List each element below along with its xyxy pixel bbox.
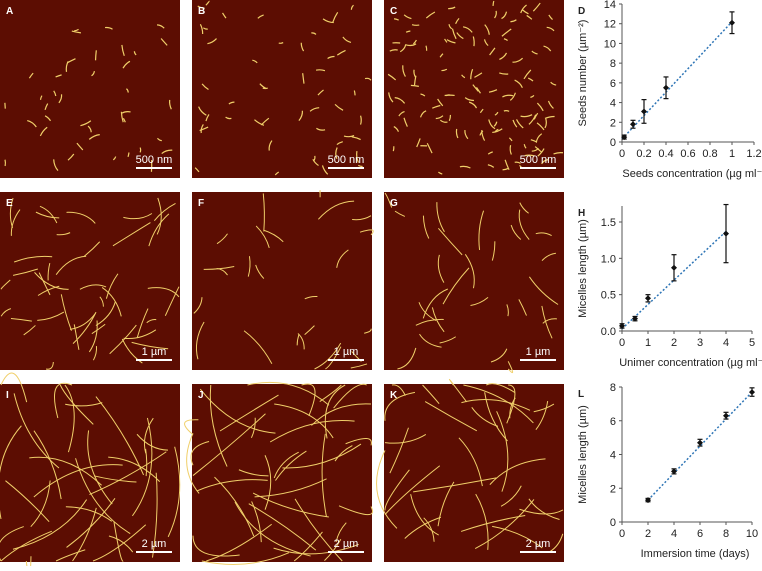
x-tick-label: 0	[619, 148, 625, 160]
y-tick-label: 6	[610, 416, 616, 428]
y-tick-label: 1.5	[601, 217, 616, 229]
point	[723, 231, 729, 237]
point	[749, 389, 755, 395]
y-tick-label: 0.0	[601, 326, 616, 338]
scale-bar-label: 500 nm	[328, 154, 365, 166]
scale-bar-label: 500 nm	[136, 154, 173, 166]
x-tick-label: 0	[619, 528, 625, 540]
scale-bar-label: 2 µm	[142, 538, 167, 550]
y-axis-label: Seeds number (µm⁻²)	[577, 20, 589, 127]
x-tick-label: 5	[749, 337, 755, 349]
afm-image: F 1 µm	[192, 190, 373, 370]
y-tick-label: 10	[604, 38, 616, 50]
x-tick-label: 4	[671, 528, 677, 540]
point	[663, 85, 669, 91]
x-tick-label: 1	[729, 148, 735, 160]
y-tick-label: 0	[610, 137, 616, 149]
scale-bar-label: 500 nm	[520, 154, 557, 166]
panel-label: K	[390, 390, 398, 401]
image-background	[384, 0, 564, 178]
y-tick-label: 2	[610, 117, 616, 129]
image-background	[0, 0, 180, 178]
x-tick-label: 0.8	[702, 148, 717, 160]
x-tick-label: 0.6	[680, 148, 695, 160]
image-background	[192, 0, 372, 178]
x-axis-label: Seeds concentration (µg ml⁻¹)	[622, 168, 762, 180]
chart-label: L	[578, 389, 584, 400]
chart-label: H	[578, 208, 585, 219]
y-tick-label: 12	[604, 19, 616, 31]
panel-label: F	[198, 198, 204, 209]
x-tick-label: 2	[645, 528, 651, 540]
point	[723, 413, 729, 419]
image-background	[192, 384, 372, 562]
panel-label: A	[6, 6, 13, 17]
afm-image: B 500 nm	[192, 0, 372, 178]
y-tick-label: 0.5	[601, 290, 616, 302]
y-tick-label: 0	[610, 517, 616, 529]
x-tick-label: 0	[619, 337, 625, 349]
y-tick-label: 4	[610, 98, 616, 110]
scale-bar-label: 2 µm	[526, 538, 551, 550]
x-tick-label: 10	[746, 528, 758, 540]
x-tick-label: 1.2	[746, 148, 761, 160]
image-background	[192, 192, 372, 370]
y-tick-label: 1.0	[601, 253, 616, 265]
y-tick-label: 2	[610, 483, 616, 495]
image-background	[0, 384, 180, 562]
y-tick-label: 8	[610, 382, 616, 394]
fiber	[96, 50, 97, 60]
x-tick-label: 3	[697, 337, 703, 349]
x-tick-label: 4	[723, 337, 729, 349]
afm-image: J 2 µm	[185, 382, 373, 564]
y-tick-label: 4	[610, 450, 616, 462]
afm-image: G 1 µm	[384, 192, 564, 373]
fiber	[263, 88, 268, 89]
point	[645, 295, 651, 301]
x-tick-label: 2	[671, 337, 677, 349]
x-axis-label: Immersion time (days)	[641, 548, 750, 560]
scale-bar-label: 1 µm	[526, 346, 551, 358]
point	[671, 265, 677, 271]
fiber	[412, 25, 419, 26]
point	[641, 108, 647, 114]
fiber	[393, 146, 394, 151]
fiber	[354, 90, 355, 95]
point	[630, 121, 636, 127]
y-tick-label: 14	[604, 0, 616, 11]
scale-bar-label: 1 µm	[142, 346, 167, 358]
fiber	[426, 46, 427, 51]
x-tick-label: 6	[697, 528, 703, 540]
panel-label: I	[6, 390, 9, 401]
afm-image: A 500 nm	[0, 0, 180, 178]
panel-label: J	[198, 390, 204, 401]
chart-label: D	[578, 6, 585, 17]
afm-image: K 2 µm	[377, 379, 564, 562]
panel-label: B	[198, 6, 205, 17]
fiber	[140, 148, 141, 153]
x-axis-label: Unimer concentration (µg ml⁻¹)	[619, 357, 762, 369]
afm-image: I 2 µm	[0, 373, 180, 566]
afm-image: E 1 µm	[0, 192, 180, 370]
panel-label: G	[390, 198, 398, 209]
scale-bar-label: 2 µm	[334, 538, 359, 550]
x-tick-label: 0.2	[636, 148, 651, 160]
panel-label: E	[6, 198, 13, 209]
x-tick-label: 0.4	[658, 148, 673, 160]
y-axis-label: Micelles length (µm)	[577, 219, 589, 318]
scale-bar-label: 1 µm	[334, 346, 359, 358]
afm-image: C 500 nm	[384, 0, 564, 178]
y-tick-label: 8	[610, 58, 616, 70]
x-tick-label: 1	[645, 337, 651, 349]
trend-line	[622, 22, 732, 139]
x-tick-label: 8	[723, 528, 729, 540]
y-axis-label: Micelles length (µm)	[577, 405, 589, 504]
y-tick-label: 6	[610, 78, 616, 90]
panel-label: C	[390, 6, 397, 17]
